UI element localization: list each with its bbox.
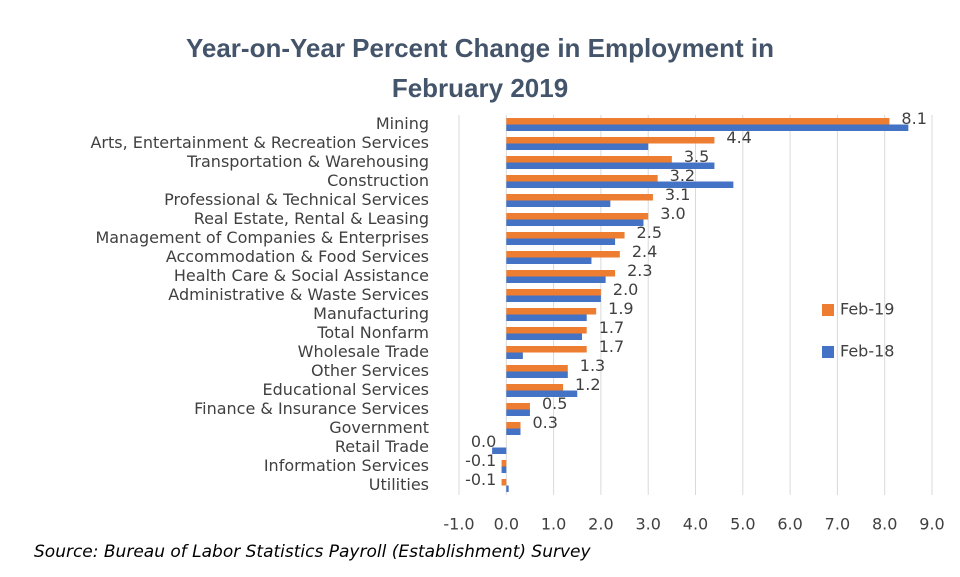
x-tick-label: 9.0 bbox=[919, 515, 944, 534]
x-tick-label: 6.0 bbox=[777, 515, 802, 534]
category-label: Educational Services bbox=[263, 380, 429, 399]
category-label: Other Services bbox=[311, 361, 429, 380]
bar bbox=[506, 175, 658, 182]
data-label: 0.0 bbox=[471, 432, 496, 451]
legend-swatch bbox=[822, 304, 834, 316]
x-tick-label: 1.0 bbox=[541, 515, 566, 534]
data-label: 3.1 bbox=[665, 185, 690, 204]
data-label: 1.7 bbox=[599, 337, 624, 356]
bar bbox=[506, 346, 587, 353]
bar bbox=[506, 485, 509, 492]
category-label: Total Nonfarm bbox=[316, 323, 429, 342]
bar bbox=[506, 276, 606, 283]
bar bbox=[506, 333, 582, 340]
bar bbox=[501, 466, 507, 473]
bar bbox=[506, 194, 653, 201]
x-tick-label: 5.0 bbox=[730, 515, 755, 534]
data-label: 2.0 bbox=[613, 280, 638, 299]
legend-label: Feb-19 bbox=[840, 300, 894, 319]
bar bbox=[506, 308, 597, 315]
bar bbox=[501, 479, 507, 486]
x-tick-label: -1.0 bbox=[443, 515, 474, 534]
category-label: Mining bbox=[376, 114, 429, 133]
bar bbox=[506, 289, 601, 296]
x-tick-label: 3.0 bbox=[635, 515, 660, 534]
data-label: 2.3 bbox=[627, 261, 652, 280]
bar bbox=[506, 371, 568, 378]
bar bbox=[506, 384, 564, 391]
data-label: 1.3 bbox=[580, 356, 605, 375]
bar bbox=[506, 200, 611, 207]
legend-label: Feb-18 bbox=[840, 342, 894, 361]
category-label: Administrative & Waste Services bbox=[168, 285, 429, 304]
bar bbox=[506, 314, 587, 321]
bar bbox=[506, 118, 890, 125]
data-label: -0.1 bbox=[465, 451, 496, 470]
category-label: Information Services bbox=[264, 456, 429, 475]
chart-title: Year-on-Year Percent Change in Employmen… bbox=[185, 33, 775, 103]
data-label: 3.5 bbox=[684, 147, 709, 166]
bar bbox=[506, 352, 523, 359]
bar bbox=[506, 295, 601, 302]
bar bbox=[506, 156, 672, 163]
x-tick-label: 8.0 bbox=[872, 515, 897, 534]
category-label: Transportation & Warehousing bbox=[186, 152, 429, 171]
bar bbox=[506, 390, 578, 397]
bar bbox=[506, 422, 521, 429]
category-label: Finance & Insurance Services bbox=[194, 399, 429, 418]
data-label: 8.1 bbox=[901, 109, 926, 128]
bar bbox=[506, 409, 530, 416]
bar bbox=[506, 219, 644, 226]
category-label: Government bbox=[329, 418, 429, 437]
bar bbox=[506, 124, 909, 131]
bar bbox=[506, 365, 568, 372]
data-label: 3.0 bbox=[660, 204, 685, 223]
data-label: 1.7 bbox=[599, 318, 624, 337]
data-label: -0.1 bbox=[465, 470, 496, 489]
bar bbox=[506, 327, 587, 334]
category-label: Retail Trade bbox=[335, 437, 429, 456]
bar bbox=[506, 428, 521, 435]
data-label: 2.5 bbox=[637, 223, 662, 242]
bar bbox=[506, 137, 715, 144]
category-label: Utilities bbox=[369, 475, 429, 494]
source-note: Source: Bureau of Labor Statistics Payro… bbox=[34, 542, 591, 562]
x-tick-label: 2.0 bbox=[588, 515, 613, 534]
category-label: Health Care & Social Assistance bbox=[174, 266, 429, 285]
data-label: 2.4 bbox=[632, 242, 657, 261]
bar bbox=[492, 447, 507, 454]
data-label: 0.5 bbox=[542, 394, 567, 413]
legend-swatch bbox=[822, 346, 834, 358]
bar bbox=[506, 270, 616, 277]
data-label: 0.3 bbox=[532, 413, 557, 432]
data-label: 4.4 bbox=[726, 128, 751, 147]
bar bbox=[506, 143, 649, 150]
category-label: Construction bbox=[327, 171, 429, 190]
x-tick-label: 4.0 bbox=[683, 515, 708, 534]
data-label: 3.2 bbox=[670, 166, 695, 185]
category-label: Wholesale Trade bbox=[298, 342, 429, 361]
bar bbox=[501, 460, 507, 467]
bar bbox=[506, 162, 715, 169]
data-label: 1.9 bbox=[608, 299, 633, 318]
bar bbox=[506, 232, 625, 239]
x-tick-label: 7.0 bbox=[825, 515, 850, 534]
bar bbox=[506, 181, 734, 188]
data-label: 1.2 bbox=[575, 375, 600, 394]
bar bbox=[506, 403, 530, 410]
category-label: Arts, Entertainment & Recreation Service… bbox=[90, 133, 429, 152]
bar bbox=[506, 213, 649, 220]
category-label: Manufacturing bbox=[313, 304, 429, 323]
category-label: Real Estate, Rental & Leasing bbox=[194, 209, 429, 228]
category-label: Accommodation & Food Services bbox=[166, 247, 429, 266]
x-tick-label: 0.0 bbox=[494, 515, 519, 534]
bar bbox=[506, 238, 616, 245]
bar bbox=[506, 251, 620, 258]
bar bbox=[506, 257, 592, 264]
category-label: Professional & Technical Services bbox=[164, 190, 429, 209]
category-label: Management of Companies & Enterprises bbox=[95, 228, 429, 247]
